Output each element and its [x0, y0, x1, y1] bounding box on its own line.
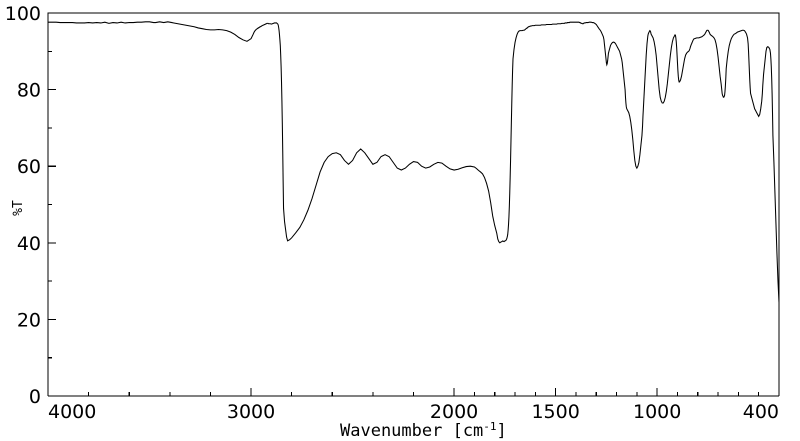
x-tick-label: 1000 — [633, 401, 681, 423]
x-axis-tick-labels: 4000 3000 2000 1500 1000 400 — [48, 401, 779, 423]
x-tick-label: 2000 — [430, 401, 478, 423]
x-tick-label: 4000 — [48, 401, 96, 423]
axes-frame — [47, 12, 780, 397]
x-axis-label-group: Wavenumber [cm-1] — [340, 420, 507, 441]
x-axis-label: Wavenumber [cm-1] — [340, 420, 507, 441]
x-tick-label: 400 — [743, 401, 779, 423]
data-series-group — [48, 21, 780, 303]
axes-frame-path — [47, 12, 780, 397]
y-axis-label: %T — [11, 200, 26, 216]
y-tick-label: 80 — [17, 80, 41, 102]
y-tick-label: 40 — [17, 233, 41, 255]
y-axis-label-group: %T — [11, 200, 26, 216]
x-axis-ticks — [47, 388, 780, 396]
y-tick-label: 0 — [29, 386, 41, 408]
y-tick-label: 60 — [17, 156, 41, 178]
y-axis-tick-labels: 0 20 40 60 80 100 — [5, 3, 41, 408]
y-tick-label: 100 — [5, 3, 41, 25]
x-tick-label: 3000 — [227, 401, 275, 423]
y-axis-ticks — [48, 12, 56, 397]
x-tick-label: 1500 — [531, 401, 579, 423]
spectrum-trace — [48, 21, 780, 303]
y-tick-label: 20 — [17, 309, 41, 331]
